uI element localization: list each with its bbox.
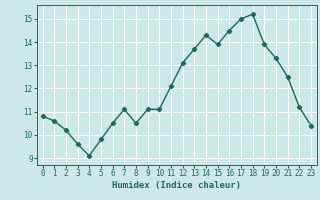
X-axis label: Humidex (Indice chaleur): Humidex (Indice chaleur) [112, 181, 241, 190]
